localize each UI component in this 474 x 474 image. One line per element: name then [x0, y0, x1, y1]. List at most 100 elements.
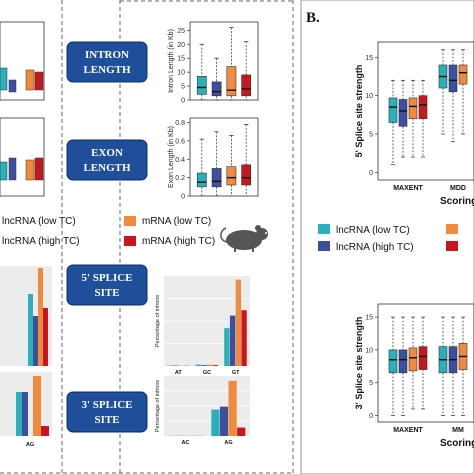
cropped-five-bar-2	[33, 316, 38, 366]
cropped-three-bar-3	[33, 376, 41, 436]
cropped-intron-box-4	[34, 71, 44, 91]
bar-gt-2	[235, 279, 241, 366]
y-tick-label: 0.6	[175, 138, 185, 145]
x-tick-label: AC	[182, 440, 190, 446]
chart-three-splice-strength: 0 5 10 153' Splice site strength MAXENT MM Sco…	[354, 303, 474, 449]
badge-five-splice: 5' SPLICE SITE	[66, 264, 148, 306]
legend-right-lncrna-high: lncRNA (high TC)	[336, 242, 414, 253]
y-tick-label: 20	[177, 42, 185, 49]
bar-gt-0	[224, 328, 230, 366]
cropped-exon-box-1	[0, 161, 8, 181]
badge-three-line1: 3' SPLICE	[81, 399, 132, 411]
badge-five-line1: 5' SPLICE	[81, 272, 132, 284]
box-maxent-2-box	[408, 347, 418, 372]
y-tick-label: 25	[177, 28, 185, 35]
y-tick-label: 15	[365, 55, 373, 62]
cropped-five-bar-3	[38, 268, 43, 366]
panel-b-label: B.	[306, 10, 320, 26]
y-tick-label: 0.4	[175, 157, 185, 164]
badge-five-line2: SITE	[94, 287, 119, 299]
box-lncrna-low-tc--box	[196, 172, 207, 188]
cropped-five-bar-1	[28, 294, 33, 366]
bar-gt-1	[229, 315, 236, 366]
x-tick-label-mdd: MDD	[450, 185, 466, 192]
y-axis-label: Intron Length (in Kb)	[168, 29, 175, 93]
cropped-intron-box-2	[8, 79, 17, 93]
legend-right-lncrna-low: lncRNA (low TC)	[336, 225, 410, 236]
legend-left-mrna-low: mRNA (low TC)	[142, 216, 211, 227]
badge-exon-line2: LENGTH	[83, 162, 131, 174]
box-maxent-0-box	[388, 97, 398, 123]
y-axis-label: Exon Length (in Kb)	[168, 126, 175, 188]
legend-left: lncRNA (low TC) lncRNA (high TC) mRNA (l…	[2, 216, 215, 247]
box-mdd-1-box	[448, 64, 458, 93]
x-tick-label-maxent: MAXENT	[393, 185, 423, 192]
badge-intron-line2: LENGTH	[83, 64, 131, 76]
chart-three-splice-site: Percentage of introns AC AG	[155, 376, 250, 446]
plot-frame	[377, 303, 474, 423]
cropped-exon-box-4	[34, 157, 44, 181]
box-lncrna-high-tc--box	[211, 168, 222, 188]
panel-b-frame	[300, 0, 474, 474]
box-mrna-low-tc--box	[226, 166, 237, 186]
badge-exon-length: EXON LENGTH	[66, 139, 148, 181]
cropped-intron-box-3	[25, 69, 35, 91]
y-tick-label: 15	[177, 56, 185, 63]
bar-gc-1	[201, 365, 207, 366]
box-maxent-2-box	[408, 97, 418, 119]
badge-three-splice: 3' SPLICE SITE	[66, 391, 148, 433]
box-lncrna-low-tc--box	[196, 76, 207, 95]
y-tick-label: 5	[369, 380, 373, 387]
cropped-intron-box-1	[0, 67, 8, 91]
y-axis-label: Percentage of introns	[155, 380, 161, 433]
bar-gt-3	[241, 310, 247, 366]
x-tick-label-maxent: MAXENT	[393, 427, 423, 434]
legend-swatch-mrna-high	[124, 236, 136, 246]
y-tick-label: 0.8	[175, 120, 185, 127]
cropped-three-label-ag: AG	[26, 442, 34, 448]
plot-frame	[189, 21, 259, 101]
cropped-three-bar-2	[22, 392, 28, 436]
legend-swatch-mrna-low	[124, 216, 136, 226]
box-maxent-1-box	[398, 349, 408, 374]
x-axis-label: Scoring mo	[440, 438, 474, 449]
plot-frame	[377, 41, 474, 181]
bar-ag-3	[237, 427, 246, 436]
y-tick-label: 10	[365, 93, 373, 100]
y-axis-label: Percentage of introns	[155, 295, 161, 348]
x-tick-label: GT	[232, 370, 240, 376]
bar-gc-0	[195, 364, 201, 366]
box-mrna-low-tc--box	[226, 66, 237, 97]
legend-left-mrna-high: mRNA (high TC)	[142, 236, 215, 247]
x-tick-label-mm: MM	[452, 427, 464, 434]
x-tick-label: AT	[175, 370, 183, 376]
badge-intron-line1: INTRON	[85, 49, 129, 61]
y-tick-label: 0	[369, 413, 373, 420]
plot-frame	[189, 117, 259, 197]
legend-swatch-right-mrna-low	[446, 224, 458, 234]
y-tick-label: 0	[369, 170, 373, 177]
legend-right: lncRNA (low TC) lncRNA (high TC)	[318, 224, 458, 253]
legend-swatch-right-lncrna-high	[318, 241, 330, 251]
bar-gc-3	[212, 365, 219, 366]
box-mrna-high-tc--box	[241, 74, 252, 97]
cropped-five-bar-4	[43, 308, 48, 366]
cropped-left-panels: GCGTAG	[0, 21, 52, 448]
cropped-exon-box-2	[8, 157, 17, 181]
bar-ag-1	[219, 406, 229, 436]
chart-five-splice-site: Percentage of introns AT GC GT	[155, 276, 250, 376]
y-axis-label: 3' Splice site strength	[354, 317, 364, 410]
y-tick-label: 15	[365, 315, 373, 322]
x-axis-label: Scoring mo	[440, 196, 474, 207]
bar-gc-2	[207, 364, 213, 366]
cropped-exon-box-3	[25, 159, 35, 181]
y-tick-label: 0.2	[175, 175, 185, 182]
box-mdd-2-box	[458, 64, 468, 85]
chart-five-splice-strength: 0 5 10 155' Splice site strength MAXENT MDD Sc…	[354, 41, 474, 207]
box-mrna-high-tc--box	[241, 164, 252, 186]
badge-intron-length: INTRON LENGTH	[66, 41, 148, 83]
x-tick-label: GC	[203, 370, 211, 376]
box-maxent-3-box	[418, 95, 428, 119]
